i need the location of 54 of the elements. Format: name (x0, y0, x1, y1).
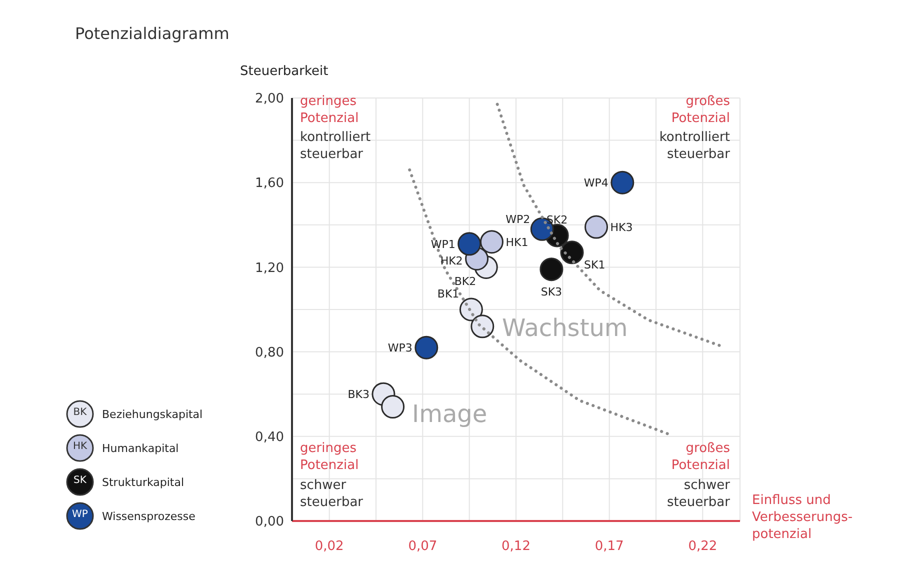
y-axis-title: Steuerbarkeit (240, 64, 328, 79)
x-tick-label: 0,12 (502, 539, 530, 554)
y-tick-label: 0,00 (255, 514, 284, 530)
annotation: geringes Potenzial (300, 93, 360, 127)
annotation: SK3 (540, 285, 562, 298)
point (560, 240, 584, 264)
annotation: WP3 (388, 342, 412, 355)
text: Potenzialdiagramm (75, 24, 230, 43)
annotation: BK3 (348, 388, 370, 402)
text: HK (72, 441, 88, 452)
point (414, 336, 438, 360)
annotation: WP2 (506, 213, 530, 226)
annotation: kontrolliert steuerbar (300, 129, 372, 163)
y-tick-label: 1,60 (255, 176, 284, 192)
text: WP (71, 509, 89, 520)
point (540, 258, 564, 282)
x-axis-title: Einfluss und Verbesserungs-potenzial (752, 492, 854, 543)
annotation: Wachstum (502, 314, 629, 342)
point (470, 314, 494, 338)
annotation: WP4 (584, 176, 608, 190)
point (458, 232, 482, 256)
legend-label: Humankapital (102, 442, 179, 454)
annotation: BK1 (437, 288, 460, 300)
annotation: kontrolliert steuerbar (658, 129, 730, 163)
y-tick-label: 1,20 (255, 260, 284, 276)
annotation: großes Potenzial (670, 93, 730, 127)
legend-label: Strukturkapital (102, 476, 184, 488)
annotation: HK2 (440, 254, 463, 268)
x-tick-label: 0,22 (688, 539, 718, 554)
point (610, 170, 634, 194)
annotation: WP1 (430, 238, 456, 251)
y-tick-label: 0,80 (255, 345, 284, 360)
x-tick-label: 0,17 (594, 539, 624, 554)
annotation: SK2 (546, 213, 568, 226)
x-tick-label: 0,02 (314, 539, 344, 554)
annotation: großes Potenzial (670, 440, 730, 474)
text: BK (72, 407, 88, 418)
legend-label: Beziehungskapital (102, 408, 203, 420)
annotation: HK3 (610, 221, 633, 234)
point (584, 215, 608, 239)
annotation: geringes Potenzial (300, 440, 360, 474)
y-tick-label: 0,40 (255, 430, 284, 446)
annotation: Image (412, 400, 488, 428)
point (381, 395, 405, 419)
x-tick-label: 0,07 (408, 539, 438, 554)
annotation: HK1 (506, 236, 528, 249)
point (480, 230, 504, 254)
annotation: SK1 (584, 258, 606, 272)
annotation: schwer steuerbar (666, 477, 730, 511)
text: SK (72, 475, 88, 486)
annotation: BK2 (454, 275, 476, 288)
y-tick-label: 2,00 (255, 92, 284, 107)
annotation: schwer steuerbar (300, 477, 364, 511)
legend-label: Wissensprozesse (102, 510, 196, 522)
